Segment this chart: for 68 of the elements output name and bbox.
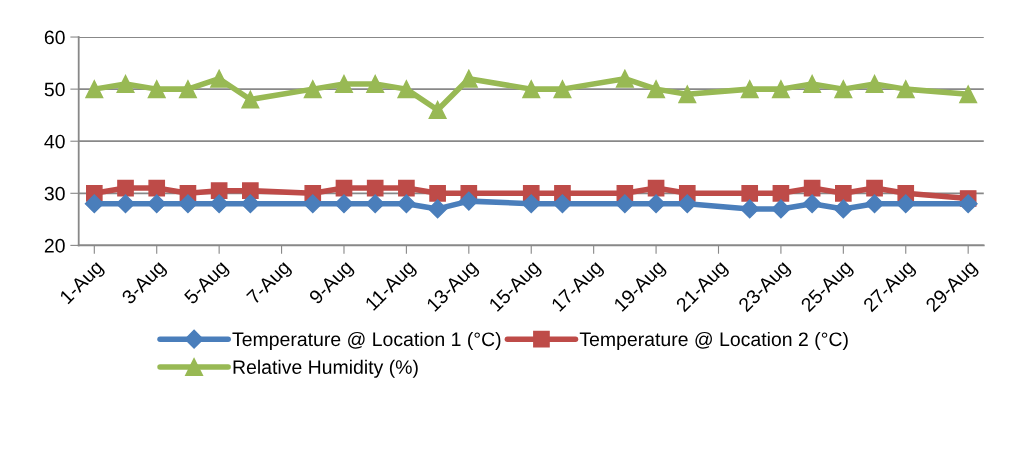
legend-label: Temperature @ Location 2 (°C) [579,331,848,350]
point [242,182,259,200]
point [459,191,479,211]
y-tick-label: 60 [44,30,65,45]
point [147,194,167,214]
point [115,194,136,214]
point [833,199,853,219]
point [85,80,104,99]
point [740,80,759,99]
point [428,199,448,219]
point [147,80,166,99]
point [772,184,790,202]
point [178,194,198,214]
y-tick-label: 50 [44,82,65,97]
point [771,199,791,219]
point [334,194,354,214]
point [771,80,790,99]
y-tick-label: 30 [44,186,65,201]
point [116,74,135,93]
point [209,194,229,214]
point [178,80,197,99]
point [365,194,385,214]
point [677,194,697,214]
point [429,184,446,202]
point [303,80,322,99]
point [865,74,884,93]
point [615,69,634,88]
point [678,85,697,104]
point [398,179,415,197]
point [117,179,134,197]
point [366,179,384,197]
point [646,194,666,214]
point [803,179,821,197]
point [552,194,572,214]
point [335,179,353,197]
point [896,194,916,214]
point [522,80,541,99]
point [896,80,915,99]
point [396,194,416,214]
point [553,80,572,99]
point [865,194,885,214]
point [615,194,635,214]
point [148,179,166,197]
point [647,179,665,197]
point [834,80,853,99]
point [397,80,416,99]
point [366,74,385,93]
point [959,85,978,104]
point [958,194,978,214]
point [741,184,759,202]
legend-label: Temperature @ Location 1 (°C) [232,331,501,350]
y-tick-label: 40 [44,134,65,149]
point [241,90,260,109]
point [740,199,760,219]
point [834,184,852,202]
point [210,69,229,88]
point [84,194,104,214]
y-tick-label: 20 [44,238,65,253]
point [428,100,447,119]
point [866,179,883,197]
point [240,194,260,214]
point [802,194,822,214]
point [334,74,354,93]
point [647,80,666,99]
point [521,194,541,214]
point [803,74,822,93]
point [303,194,323,214]
legend-label: Relative Humidity (%) [233,359,418,378]
